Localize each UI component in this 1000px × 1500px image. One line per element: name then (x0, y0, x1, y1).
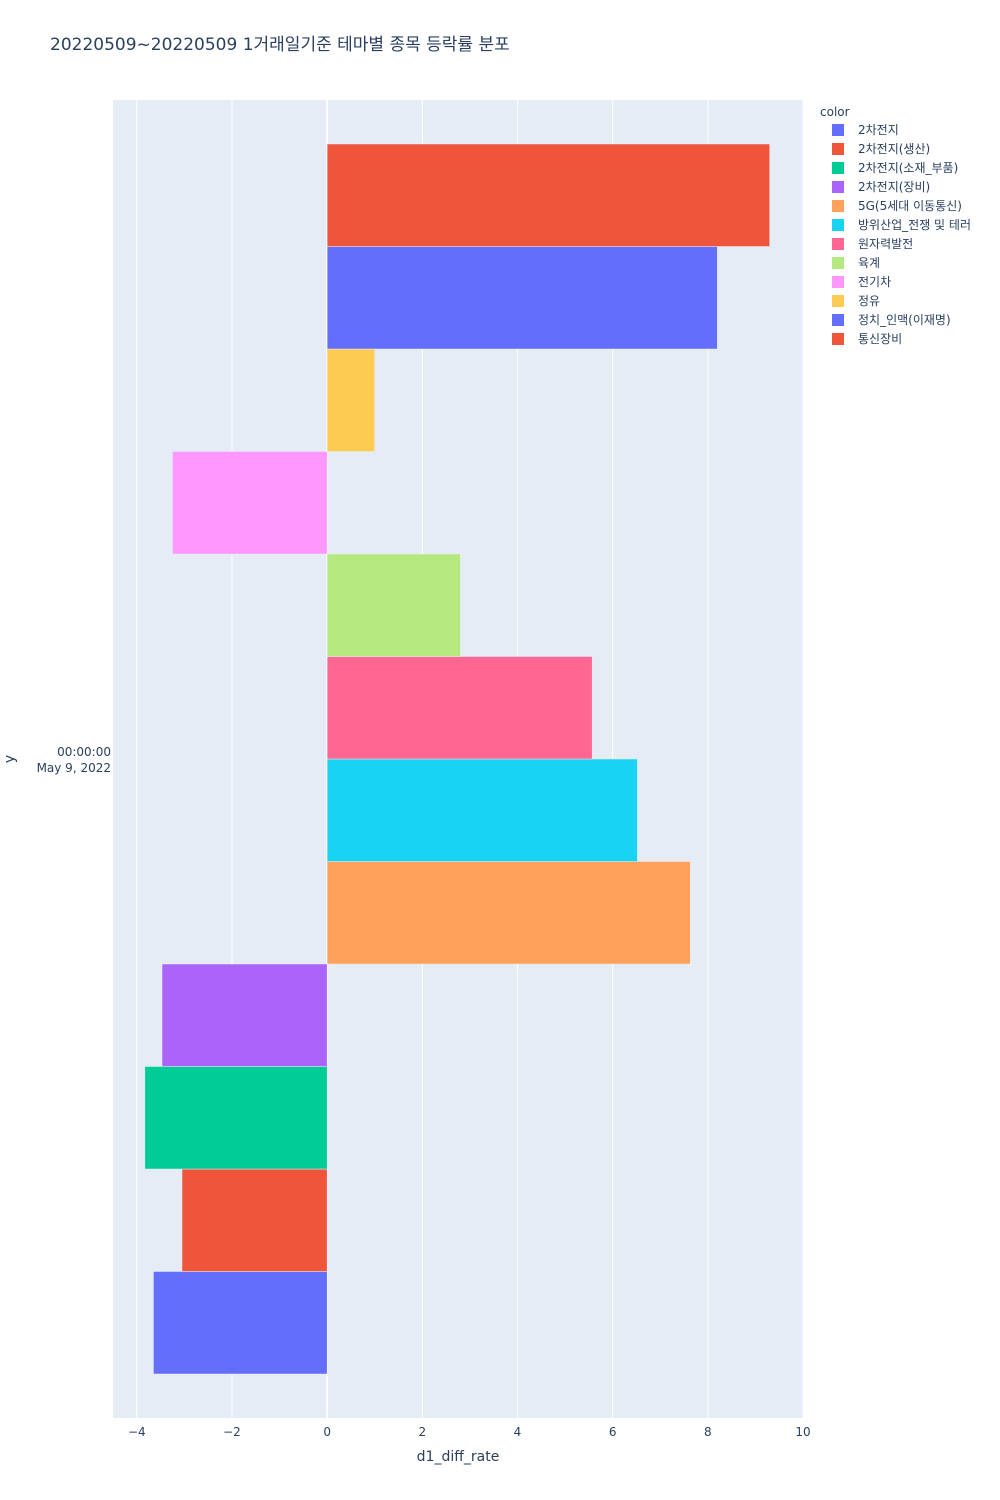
legend-label-10: 정치_인맥(이재명) (858, 313, 951, 327)
bars (144, 143, 770, 1375)
y-category-label-line-2: May 9, 2022 (37, 761, 111, 775)
legend-label-5: 방위산업_전쟁 및 테러 (858, 218, 971, 232)
legend-label-3: 2차전지(장비) (858, 180, 930, 194)
bar-10 (326, 246, 718, 350)
x-tick-label-5: 6 (609, 1425, 617, 1439)
legend-label-9: 정유 (858, 294, 880, 308)
legend-swatch-1 (832, 143, 844, 155)
bar-1 (181, 1168, 328, 1272)
x-tick-label-7: 10 (795, 1425, 810, 1439)
legend-swatch-7 (832, 257, 844, 269)
x-tick-label-0: −4 (128, 1425, 146, 1439)
y-axis-title: y (2, 755, 18, 763)
bar-3 (161, 963, 328, 1067)
legend-swatch-5 (832, 219, 844, 231)
legend-swatch-3 (832, 181, 844, 193)
legend-swatch-10 (832, 314, 844, 326)
legend-swatch-8 (832, 276, 844, 288)
bar-2 (144, 1066, 328, 1170)
legend-label-2: 2차전지(소재_부품) (858, 161, 958, 175)
bar-0 (153, 1271, 328, 1375)
x-tick-label-2: 0 (323, 1425, 331, 1439)
legend-title: color (820, 105, 850, 119)
legend: 2차전지 2차전지(생산) 2차전지(소재_부품) 2차전지(장비) 5G(5세대 이동… (832, 123, 971, 346)
legend-swatch-6 (832, 238, 844, 250)
legend-label-7: 육계 (858, 256, 880, 270)
bar-8 (172, 451, 328, 555)
bar-6 (326, 656, 593, 760)
legend-swatch-2 (832, 162, 844, 174)
legend-label-4: 5G(5세대 이동통신) (858, 199, 962, 213)
legend-swatch-11 (832, 333, 844, 345)
legend-swatch-9 (832, 295, 844, 307)
y-category-label-line-1: 00:00:00 (57, 745, 111, 759)
x-tick-label-6: 8 (704, 1425, 712, 1439)
legend-label-8: 전기차 (858, 275, 891, 289)
x-tick-label-4: 4 (514, 1425, 522, 1439)
x-tick-label-1: −2 (223, 1425, 241, 1439)
legend-label-0: 2차전지 (858, 123, 899, 137)
x-axis-title: d1_diff_rate (417, 1449, 500, 1465)
x-tick-label-3: 2 (418, 1425, 426, 1439)
chart-title: 20220509~20220509 1거래일기준 테마별 종목 등락률 분포 (50, 35, 510, 55)
legend-swatch-0 (832, 124, 844, 136)
legend-label-11: 통신장비 (858, 332, 902, 346)
bar-4 (326, 861, 691, 965)
x-tick-labels: −4 −2 0 2 4 6 8 10 (128, 1425, 811, 1439)
legend-swatch-4 (832, 200, 844, 212)
legend-label-1: 2차전지(생산) (858, 142, 930, 156)
bar-11 (326, 143, 770, 247)
bar-9 (326, 348, 375, 452)
legend-label-6: 원자력발전 (858, 237, 913, 251)
bar-7 (326, 553, 461, 657)
bar-5 (326, 758, 638, 862)
